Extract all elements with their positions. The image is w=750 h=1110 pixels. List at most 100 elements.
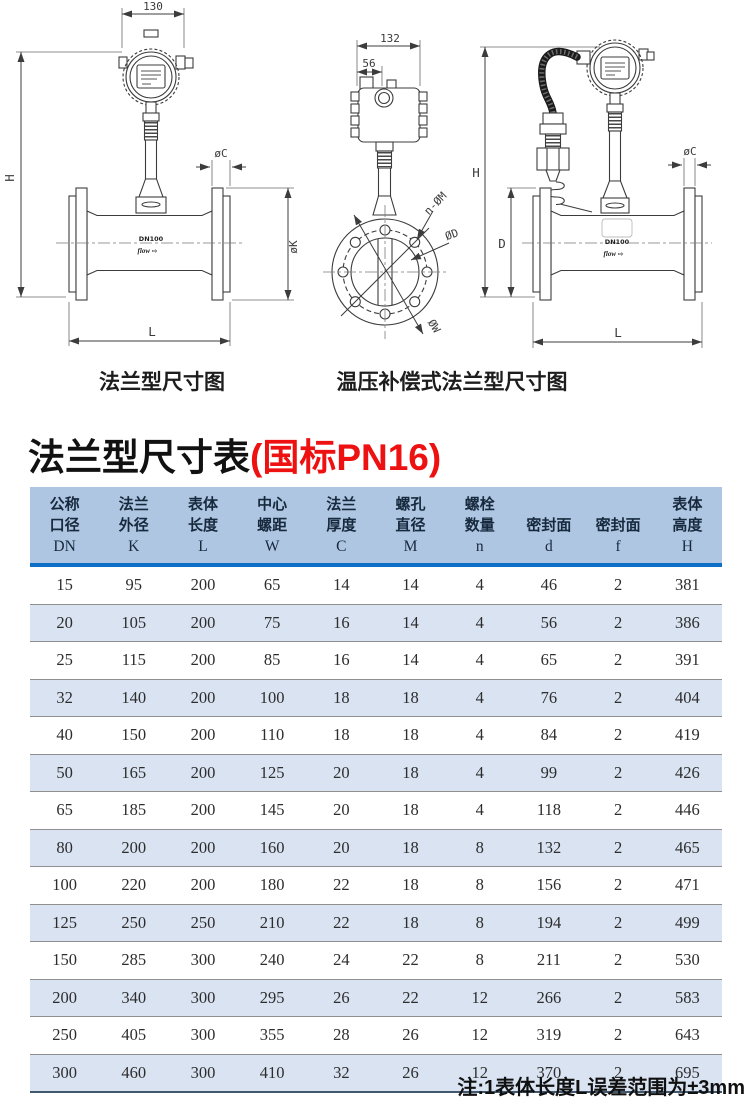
table-cell: 194 bbox=[514, 903, 584, 942]
table-row-dn-25: 25 115 200 85 16 14 4 65 2 391 bbox=[30, 641, 722, 679]
table-cell: 32 bbox=[306, 1053, 376, 1093]
table-cell: 200 bbox=[168, 716, 238, 754]
table-row-dn-50: 50 165 200 125 20 18 4 99 2 426 bbox=[30, 753, 722, 792]
table-cell: 18 bbox=[375, 753, 446, 792]
table-cell: 200 bbox=[168, 828, 238, 867]
table-cell: 250 bbox=[168, 903, 238, 942]
table-cell: 50 bbox=[30, 753, 100, 792]
dim-head-width: 130 bbox=[143, 0, 163, 13]
table-cell: 84 bbox=[514, 716, 584, 754]
dim-bolt-holes: n-ØM bbox=[422, 189, 450, 217]
table-cell: 2 bbox=[583, 603, 653, 642]
table-cell: 643 bbox=[652, 1016, 722, 1054]
table-cell: 125 bbox=[237, 753, 307, 792]
table-cell: 471 bbox=[652, 866, 722, 904]
table-row-dn-150: 150 285 300 240 24 22 8 211 2 530 bbox=[30, 941, 722, 979]
dim-entry-offset: 56 bbox=[362, 57, 375, 70]
table-cell: 200 bbox=[168, 678, 238, 717]
table-cell: 22 bbox=[306, 903, 376, 942]
dim-flange-od: øK bbox=[287, 240, 300, 254]
table-cell: 370 bbox=[514, 1053, 584, 1093]
table-cell: 426 bbox=[652, 753, 722, 792]
table-cell: 22 bbox=[306, 866, 376, 904]
brand-logo: flow bbox=[138, 247, 151, 255]
table-cell: 12 bbox=[445, 1016, 515, 1054]
table-cell: 2 bbox=[583, 716, 653, 754]
column-header-M: 螺孔 直径 M bbox=[375, 487, 446, 567]
dim-length-L: L bbox=[148, 324, 156, 339]
table-cell: 150 bbox=[99, 716, 169, 754]
table-cell: 156 bbox=[514, 866, 584, 904]
table-cell: 140 bbox=[99, 678, 169, 717]
table-cell: 2 bbox=[583, 1016, 653, 1054]
table-cell: 465 bbox=[652, 828, 722, 867]
table-cell: 2 bbox=[583, 791, 653, 829]
table-cell: 2 bbox=[583, 678, 653, 717]
table-cell: 2 bbox=[583, 753, 653, 792]
table-cell: 200 bbox=[168, 791, 238, 829]
table-cell: 499 bbox=[652, 903, 722, 942]
dim-height-H: H bbox=[472, 165, 480, 180]
table-cell: 404 bbox=[652, 678, 722, 717]
table-row-dn-65: 65 185 200 145 20 18 4 118 2 446 bbox=[30, 791, 722, 829]
table-cell: 26 bbox=[375, 1053, 446, 1093]
table-cell: 16 bbox=[306, 603, 376, 642]
table-cell: 200 bbox=[30, 978, 100, 1017]
column-header-H: 表体 高度 H bbox=[652, 487, 722, 567]
table-cell: 8 bbox=[445, 866, 515, 904]
table-cell: 200 bbox=[168, 753, 238, 792]
table-cell: 8 bbox=[445, 941, 515, 979]
table-cell: 250 bbox=[30, 1016, 100, 1054]
table-cell: 2 bbox=[583, 866, 653, 904]
table-cell: 355 bbox=[237, 1016, 307, 1054]
table-cell: 405 bbox=[99, 1016, 169, 1054]
table-row-dn-100: 100 220 200 180 22 18 8 156 2 471 bbox=[30, 866, 722, 904]
table-cell: 75 bbox=[237, 603, 307, 642]
table-cell: 4 bbox=[445, 603, 515, 642]
table-cell: 28 bbox=[306, 1016, 376, 1054]
table-cell: 410 bbox=[237, 1053, 307, 1093]
table-cell: 200 bbox=[168, 866, 238, 904]
table-cell: 300 bbox=[30, 1053, 100, 1093]
table-cell: 18 bbox=[375, 903, 446, 942]
table-row-dn-32: 32 140 200 100 18 18 4 76 2 404 bbox=[30, 678, 722, 717]
table-cell: 211 bbox=[514, 941, 584, 979]
table-cell: 32 bbox=[30, 678, 100, 717]
column-header-W: 中心 螺距 W bbox=[237, 487, 307, 567]
table-cell: 200 bbox=[168, 641, 238, 679]
table-cell: 386 bbox=[652, 603, 722, 642]
table-cell: 2 bbox=[583, 903, 653, 942]
table-cell: 18 bbox=[375, 716, 446, 754]
table-title: 法兰型尺寸表(国标PN16) bbox=[28, 427, 441, 481]
table-cell: 18 bbox=[375, 791, 446, 829]
table-row-dn-80: 80 200 200 160 20 18 8 132 2 465 bbox=[30, 828, 722, 867]
table-cell: 40 bbox=[30, 716, 100, 754]
table-cell: 300 bbox=[168, 978, 238, 1017]
table-cell: 105 bbox=[99, 603, 169, 642]
table-cell: 2 bbox=[583, 978, 653, 1017]
table-cell: 14 bbox=[375, 641, 446, 679]
dim-bore-diameter: ØD bbox=[443, 226, 460, 243]
table-cell: 132 bbox=[514, 828, 584, 867]
table-cell: 340 bbox=[99, 978, 169, 1017]
dimension-table-body: 15 95 200 65 14 14 4 46 2 381 20 105 200 75 16 14 4 56 2 38… bbox=[30, 565, 722, 1093]
table-cell: 22 bbox=[375, 941, 446, 979]
table-cell: 419 bbox=[652, 716, 722, 754]
table-cell: 2 bbox=[583, 641, 653, 679]
table-cell: 18 bbox=[306, 716, 376, 754]
table-row-dn-15: 15 95 200 65 14 14 4 46 2 381 bbox=[30, 565, 722, 604]
table-row-dn-200: 200 340 300 295 26 22 12 266 2 583 bbox=[30, 978, 722, 1017]
column-header-DN: 公称 口径 DN bbox=[30, 487, 100, 567]
table-cell: 530 bbox=[652, 941, 722, 979]
table-cell: 14 bbox=[375, 603, 446, 642]
table-cell: 300 bbox=[168, 1016, 238, 1054]
table-cell: 4 bbox=[445, 678, 515, 717]
table-cell: 8 bbox=[445, 903, 515, 942]
table-cell: 4 bbox=[445, 716, 515, 754]
table-cell: 319 bbox=[514, 1016, 584, 1054]
table-cell: 145 bbox=[237, 791, 307, 829]
table-cell: 65 bbox=[30, 791, 100, 829]
table-cell: 20 bbox=[306, 828, 376, 867]
table-cell: 25 bbox=[30, 641, 100, 679]
table-cell: 165 bbox=[99, 753, 169, 792]
